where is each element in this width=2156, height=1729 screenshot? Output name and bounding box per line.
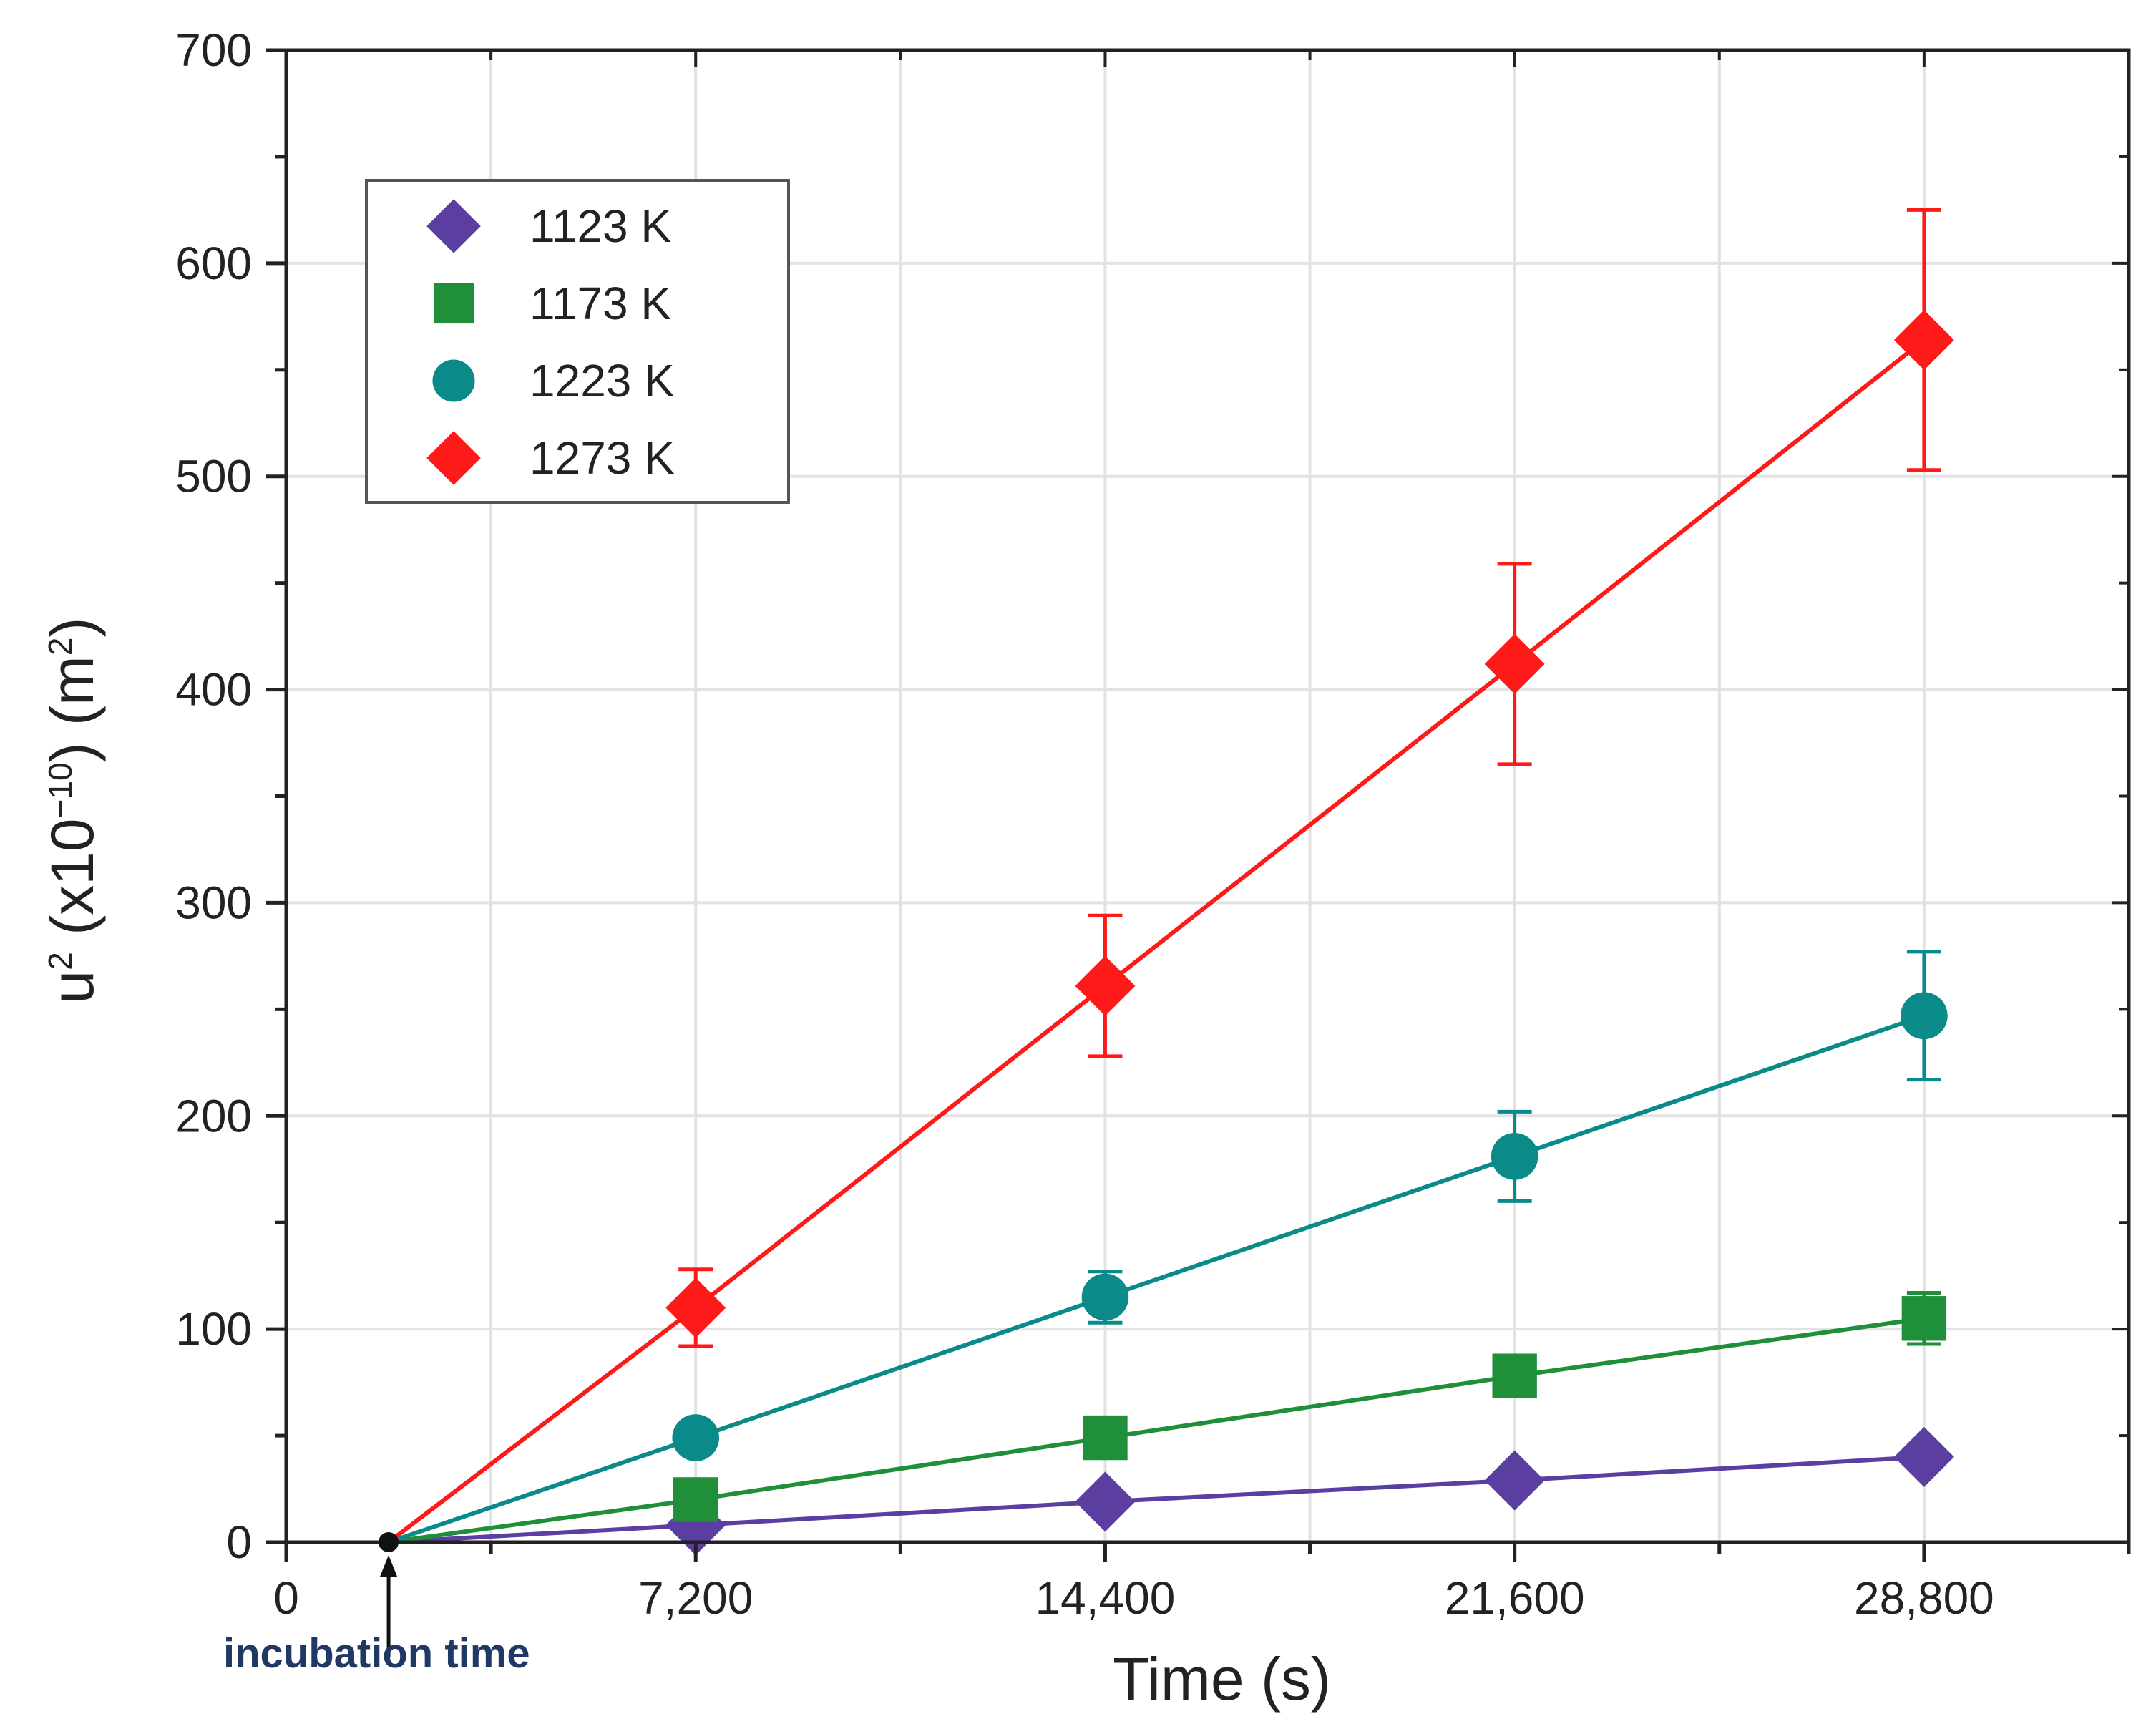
series-1223-k	[388, 950, 1948, 1544]
legend-label: 1173 K	[530, 278, 671, 329]
y-tick-label: 600	[175, 238, 252, 289]
x-tick-label: 7,200	[638, 1572, 753, 1624]
legend-marker	[426, 431, 481, 485]
y-tick-label: 500	[175, 451, 252, 502]
series-line	[388, 1013, 1925, 1544]
legend-label: 1273 K	[530, 432, 675, 484]
data-point	[1484, 633, 1545, 694]
legend-marker	[426, 199, 481, 253]
x-tick-label: 21,600	[1445, 1572, 1585, 1624]
incubation-arrowhead	[380, 1555, 398, 1577]
data-point	[665, 1277, 726, 1338]
data-point	[1075, 1471, 1136, 1532]
data-point	[1081, 1273, 1129, 1321]
series-line	[388, 1316, 1925, 1544]
data-point	[1484, 1450, 1545, 1511]
legend: 1123 K 1173 K 1223 K 1273 K	[365, 179, 790, 504]
data-point	[672, 1414, 720, 1461]
legend-marker	[432, 359, 475, 402]
y-tick-label: 300	[175, 877, 252, 928]
x-tick-label: 0	[273, 1572, 299, 1624]
x-tick-label: 14,400	[1035, 1572, 1176, 1624]
data-point	[1901, 992, 1948, 1040]
x-tick-label: 28,800	[1854, 1572, 1994, 1624]
x-axis-title: Time (s)	[1113, 1645, 1331, 1713]
data-point	[1491, 1133, 1538, 1180]
series-1173-k	[388, 1291, 1947, 1544]
data-point	[1083, 1415, 1128, 1461]
legend-label: 1123 K	[530, 200, 671, 252]
incubation-time-label: incubation time	[223, 1630, 530, 1677]
y-axis-title: u2 (x10−10) (m2)	[39, 618, 106, 1004]
y-tick-label: 100	[175, 1303, 252, 1355]
incubation-point	[379, 1532, 399, 1552]
series-line	[388, 1454, 1925, 1544]
y-tick-label: 0	[226, 1516, 252, 1568]
series-1123-k	[388, 1426, 1954, 1556]
series-line	[387, 338, 1926, 1544]
grid	[286, 50, 2129, 1542]
legend-marker	[433, 283, 474, 324]
data-point	[1075, 955, 1136, 1016]
y-tick-label: 200	[175, 1090, 252, 1141]
series-layer	[387, 208, 1954, 1556]
data-point	[673, 1477, 718, 1522]
ticks: 0 7,200 14,400 21,600 28,800 0 100 200 300 400 500…	[175, 24, 2131, 1624]
incubation-annotation: incubation time	[223, 1532, 530, 1677]
data-point	[1492, 1353, 1537, 1398]
legend-label: 1223 K	[530, 355, 675, 406]
y-tick-label: 700	[175, 24, 252, 76]
data-point	[1901, 1296, 1947, 1341]
data-point	[1893, 1426, 1954, 1487]
y-tick-label: 400	[175, 664, 252, 716]
series-1273-k	[387, 208, 1954, 1544]
data-point	[1893, 310, 1954, 371]
